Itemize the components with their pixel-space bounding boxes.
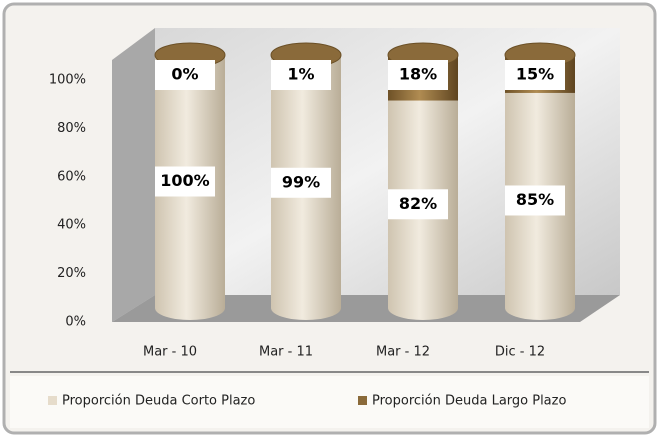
- legend-box: [10, 376, 649, 428]
- x-tick-label: Dic - 12: [495, 345, 545, 360]
- value-label-box: [505, 60, 565, 90]
- value-label: 99%: [282, 172, 320, 191]
- value-label-box: [505, 185, 565, 216]
- legend-swatch: [358, 396, 367, 405]
- value-label-box: [271, 60, 331, 90]
- legend-label: Proporción Deuda Corto Plazo: [62, 394, 255, 409]
- value-label: 100%: [160, 171, 209, 190]
- value-label-box: [155, 60, 215, 90]
- value-label-box: [155, 166, 215, 197]
- y-tick-label: 20%: [57, 266, 86, 281]
- y-tick-label: 40%: [57, 218, 86, 233]
- y-tick-label: 100%: [49, 73, 86, 88]
- legend-label: Proporción Deuda Largo Plazo: [372, 394, 566, 409]
- value-label-box: [388, 60, 448, 90]
- x-tick-label: Mar - 11: [259, 345, 313, 360]
- value-label: 85%: [516, 190, 554, 209]
- value-label: 0%: [171, 65, 198, 84]
- floor: [112, 295, 620, 322]
- x-tick-label: Mar - 10: [143, 345, 197, 360]
- side-wall: [112, 28, 155, 322]
- y-tick-label: 60%: [57, 169, 86, 184]
- legend-swatch: [48, 396, 57, 405]
- x-tick-label: Mar - 12: [376, 345, 430, 360]
- value-label-box: [271, 167, 331, 198]
- value-label: 18%: [399, 65, 437, 84]
- value-label-box: [388, 189, 448, 220]
- y-tick-label: 0%: [65, 315, 86, 330]
- value-label: 82%: [399, 194, 437, 213]
- value-label: 15%: [516, 65, 554, 84]
- y-tick-label: 80%: [57, 121, 86, 136]
- value-label: 1%: [287, 65, 314, 84]
